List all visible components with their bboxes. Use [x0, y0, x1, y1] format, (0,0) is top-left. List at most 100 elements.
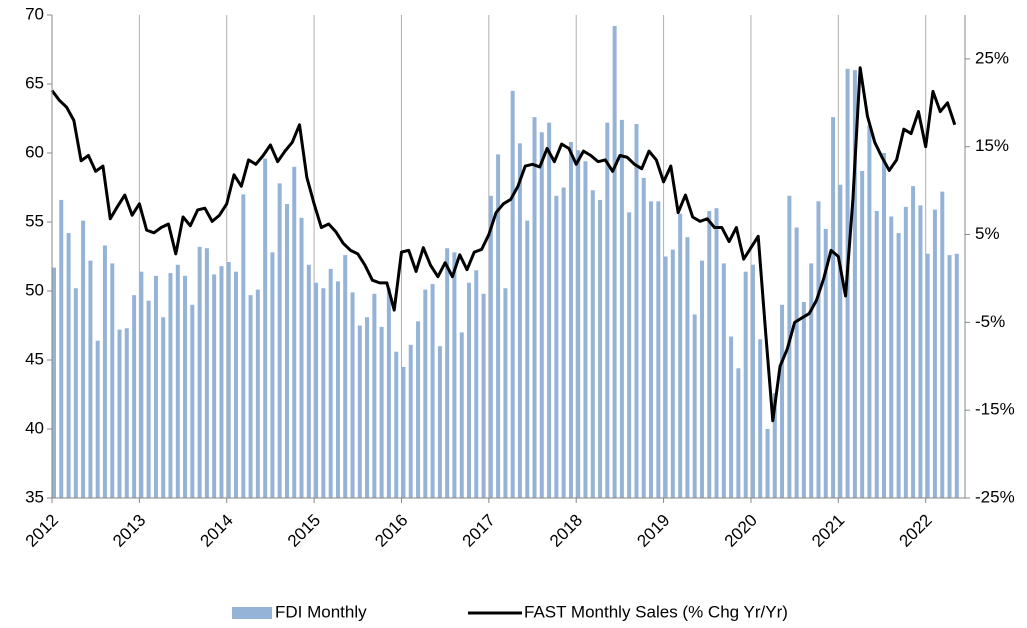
- bar: [918, 205, 923, 498]
- bar: [241, 194, 246, 498]
- x-tick-label: 2022: [896, 511, 936, 551]
- bar: [627, 212, 632, 498]
- bar: [889, 216, 894, 499]
- bar: [335, 281, 340, 498]
- bar: [248, 295, 253, 498]
- bar: [736, 368, 741, 498]
- bar: [648, 201, 653, 499]
- bar: [794, 227, 799, 498]
- bar: [430, 284, 435, 498]
- bar: [401, 366, 406, 498]
- bar: [743, 271, 748, 498]
- bar: [321, 288, 326, 498]
- bar: [663, 256, 668, 498]
- bar: [874, 210, 879, 498]
- bar: [605, 122, 610, 498]
- bar: [292, 166, 297, 499]
- y-tick-label: 50: [25, 280, 44, 299]
- bar: [612, 26, 617, 498]
- bar: [598, 199, 603, 499]
- bar: [678, 213, 683, 498]
- x-tick-label: 2019: [633, 511, 673, 551]
- bar: [161, 317, 166, 498]
- legend-label: FDI Monthly: [275, 602, 367, 621]
- bar: [801, 302, 806, 498]
- bar: [670, 249, 675, 498]
- bar: [416, 321, 421, 498]
- bar: [867, 125, 872, 499]
- bar: [496, 154, 501, 498]
- bar: [765, 429, 770, 498]
- bar: [525, 220, 530, 498]
- bar: [386, 288, 391, 498]
- bar: [270, 252, 275, 498]
- x-tick-label: 2014: [197, 511, 237, 551]
- bar: [583, 161, 588, 498]
- bar: [481, 293, 486, 498]
- bar: [372, 293, 377, 498]
- bar: [459, 332, 464, 498]
- legend-label: FAST Monthly Sales (% Chg Yr/Yr): [524, 602, 788, 621]
- bar: [81, 220, 86, 498]
- x-tick-label: 2015: [284, 511, 324, 551]
- y-tick-label: 35: [25, 487, 44, 506]
- bar: [539, 132, 544, 499]
- bar: [721, 263, 726, 498]
- legend-item: FDI Monthly: [232, 602, 367, 621]
- bar: [299, 217, 304, 499]
- bar: [153, 275, 158, 498]
- x-tick-label: 2018: [546, 511, 586, 551]
- bar: [685, 237, 690, 498]
- bar: [437, 346, 442, 498]
- bar: [277, 183, 282, 499]
- bar: [634, 124, 639, 499]
- bar: [547, 122, 552, 498]
- bar: [896, 233, 901, 499]
- bar: [488, 195, 493, 498]
- bar: [255, 289, 260, 498]
- bar: [350, 292, 355, 498]
- bar: [758, 339, 763, 498]
- bar: [263, 158, 268, 498]
- bar: [357, 325, 362, 498]
- bar: [925, 253, 930, 498]
- bar: [823, 228, 828, 498]
- bar: [947, 255, 952, 498]
- bar: [474, 270, 479, 498]
- y-tick-label: 45: [25, 349, 44, 368]
- bar: [102, 245, 107, 498]
- bar: [233, 271, 238, 498]
- bar: [619, 119, 624, 498]
- x-tick-label: 2020: [721, 511, 761, 551]
- bar: [204, 248, 209, 498]
- bar: [59, 199, 64, 499]
- bar: [750, 264, 755, 498]
- bar: [561, 187, 566, 498]
- y-tick-label: 70: [25, 4, 44, 23]
- bar: [532, 117, 537, 499]
- bar: [860, 170, 865, 498]
- x-tick-label: 2013: [109, 511, 149, 551]
- bar: [816, 201, 821, 499]
- bar: [641, 177, 646, 498]
- bar: [452, 252, 457, 498]
- bar: [226, 262, 231, 498]
- bar: [52, 267, 56, 498]
- y-tick-label: 65: [25, 73, 44, 92]
- bar: [780, 304, 785, 498]
- bar: [408, 344, 413, 498]
- bar: [146, 300, 151, 498]
- bar: [95, 340, 100, 498]
- bar: [911, 186, 916, 498]
- bar: [379, 326, 384, 498]
- bar: [467, 282, 471, 498]
- bar: [838, 184, 843, 499]
- bar: [903, 206, 908, 498]
- bar: [343, 255, 348, 498]
- bar: [197, 246, 202, 498]
- bar: [124, 328, 129, 498]
- bar: [554, 195, 559, 498]
- bar: [772, 393, 777, 498]
- bar: [568, 141, 573, 498]
- y2-tick-label: -15%: [975, 400, 1015, 419]
